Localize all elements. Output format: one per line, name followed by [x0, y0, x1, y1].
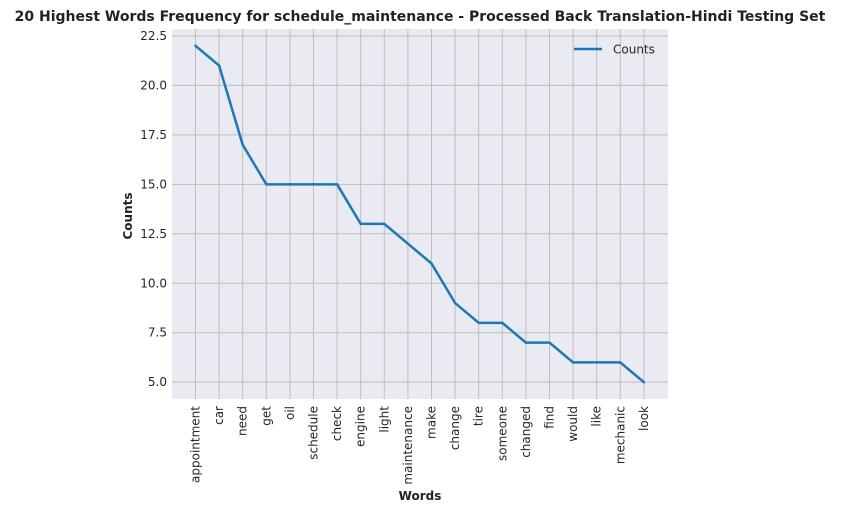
data-point: [595, 361, 598, 364]
x-tick-label: schedule: [307, 406, 321, 460]
x-tick-label: someone: [495, 406, 509, 461]
data-point: [406, 242, 410, 245]
x-tick-label: make: [425, 406, 439, 439]
data-point: [430, 262, 433, 265]
data-point: [312, 183, 315, 186]
data-point: [335, 183, 339, 186]
y-axis-label: Counts: [121, 192, 135, 239]
x-tick-label: need: [236, 406, 250, 436]
data-point: [288, 183, 292, 186]
y-tick-label: 15.0: [140, 177, 167, 191]
data-point: [194, 44, 197, 48]
x-axis-ticks: appointment car need get oil schedule check eng…: [189, 406, 651, 485]
plot-area: [172, 29, 668, 399]
data-point: [548, 341, 551, 344]
y-tick-label: 10.0: [140, 276, 167, 290]
x-axis-label: Words: [399, 489, 442, 503]
data-point: [217, 64, 221, 67]
y-tick-label: 22.5: [140, 29, 167, 43]
x-tick-label: engine: [354, 406, 368, 447]
data-point: [453, 301, 457, 305]
x-tick-label: car: [212, 406, 226, 425]
y-tick-label: 7.5: [148, 326, 167, 340]
data-point: [571, 361, 575, 364]
x-tick-label: maintenance: [401, 406, 415, 485]
y-tick-label: 17.5: [140, 128, 167, 142]
data-point: [265, 183, 268, 186]
grid-lines: [172, 29, 668, 399]
data-point: [619, 361, 622, 364]
y-tick-label: 20.0: [140, 78, 167, 92]
x-tick-label: changed: [519, 406, 533, 458]
series-line-counts: [194, 44, 646, 384]
x-tick-label: mechanic: [613, 406, 627, 464]
x-tick-label: get: [259, 406, 273, 426]
data-point: [642, 380, 646, 384]
x-tick-label: like: [590, 406, 604, 427]
x-tick-label: would: [566, 406, 580, 442]
legend: Counts: [574, 43, 655, 57]
y-tick-label: 5.0: [148, 375, 167, 389]
y-axis-ticks: 5.0 7.5 10.0 12.5 15.0 17.5 20.0 22.5: [140, 29, 167, 389]
y-tick-label: 12.5: [140, 227, 167, 241]
x-tick-label: change: [448, 406, 462, 450]
data-point: [477, 321, 480, 325]
chart-title: 20 Highest Words Frequency for schedule_…: [15, 9, 826, 25]
series-layer: [194, 44, 646, 384]
x-tick-label: oil: [283, 406, 297, 420]
x-tick-label: look: [637, 406, 651, 431]
legend-label: Counts: [613, 43, 655, 57]
data-point: [524, 341, 528, 344]
x-tick-label: appointment: [189, 406, 203, 483]
data-point: [359, 222, 362, 226]
x-tick-label: find: [543, 406, 557, 429]
data-point: [383, 222, 386, 226]
x-tick-label: tire: [472, 406, 486, 426]
x-tick-label: light: [377, 406, 391, 433]
data-point: [501, 321, 504, 325]
data-point: [241, 143, 244, 146]
x-tick-label: check: [330, 406, 344, 441]
